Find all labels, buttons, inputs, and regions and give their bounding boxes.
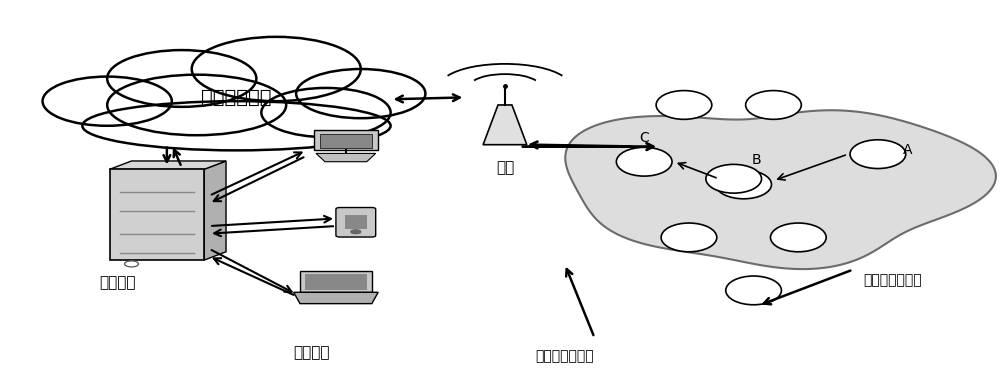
Polygon shape: [110, 161, 226, 169]
Ellipse shape: [706, 164, 762, 193]
Text: 互联网和卫星: 互联网和卫星: [201, 88, 272, 107]
Ellipse shape: [661, 223, 717, 252]
Ellipse shape: [746, 91, 801, 119]
Polygon shape: [483, 105, 527, 145]
FancyBboxPatch shape: [110, 169, 204, 260]
Ellipse shape: [43, 76, 172, 126]
Ellipse shape: [351, 230, 361, 233]
Ellipse shape: [107, 50, 256, 107]
Polygon shape: [294, 292, 378, 304]
FancyBboxPatch shape: [300, 271, 372, 292]
Ellipse shape: [616, 147, 672, 176]
FancyBboxPatch shape: [336, 207, 376, 237]
FancyBboxPatch shape: [314, 129, 378, 151]
Text: C: C: [639, 131, 649, 145]
Ellipse shape: [850, 140, 906, 169]
Ellipse shape: [192, 37, 361, 101]
Ellipse shape: [296, 69, 425, 118]
Ellipse shape: [726, 276, 781, 305]
Ellipse shape: [770, 223, 826, 252]
Ellipse shape: [656, 91, 712, 119]
Text: A: A: [903, 143, 912, 157]
Polygon shape: [316, 153, 376, 162]
Text: 传感器监测区域: 传感器监测区域: [535, 349, 594, 363]
Ellipse shape: [125, 261, 139, 267]
Text: B: B: [752, 153, 761, 167]
FancyBboxPatch shape: [320, 134, 372, 148]
Polygon shape: [565, 110, 996, 269]
Text: 网关: 网关: [496, 160, 514, 175]
Ellipse shape: [261, 88, 391, 137]
FancyBboxPatch shape: [305, 274, 367, 290]
Polygon shape: [204, 161, 226, 260]
FancyBboxPatch shape: [345, 215, 367, 229]
Ellipse shape: [82, 101, 391, 151]
Ellipse shape: [107, 74, 286, 135]
Ellipse shape: [716, 170, 771, 199]
Text: 监控中心: 监控中心: [100, 275, 136, 290]
Text: 用户终端: 用户终端: [293, 345, 329, 361]
Text: 一般传感器节点: 一般传感器节点: [863, 273, 922, 287]
